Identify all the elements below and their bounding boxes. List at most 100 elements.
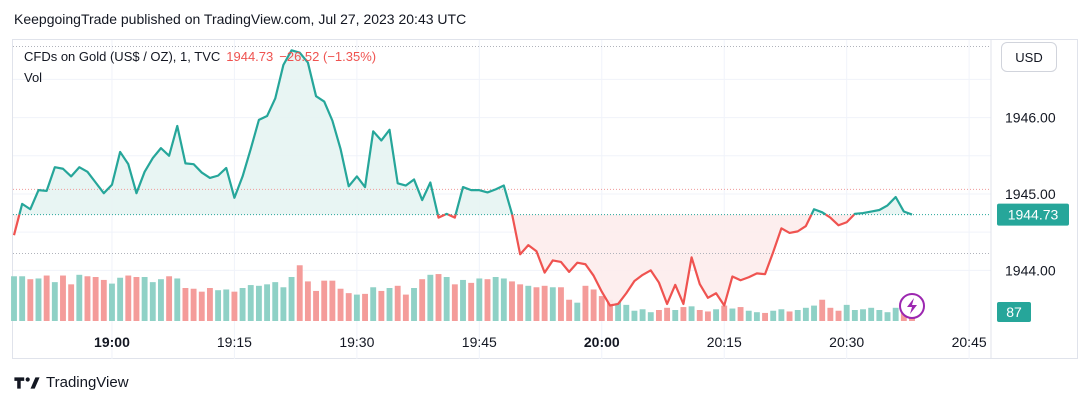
volume-bar: [688, 306, 695, 321]
volume-bar: [231, 291, 238, 321]
volume-bar: [386, 288, 393, 321]
volume-bar: [517, 284, 524, 321]
price-line-down: [511, 214, 813, 307]
volume-bar: [370, 287, 377, 321]
currency-button[interactable]: USD: [1001, 42, 1057, 72]
volume-bar: [566, 299, 573, 321]
footer-brand: TradingView: [14, 374, 129, 391]
publisher-line: KeepgoingTrade published on TradingView.…: [14, 11, 467, 27]
x-tick-label: 19:15: [217, 334, 252, 350]
volume-bar: [851, 310, 858, 321]
price-line-up: [444, 212, 449, 216]
volume-tag-label: 87: [1006, 304, 1022, 320]
volume-bar: [615, 301, 622, 321]
area-below-baseline: [512, 214, 812, 306]
volume-bar: [639, 309, 646, 321]
volume-bar: [264, 284, 271, 321]
volume-bar: [892, 307, 899, 321]
volume-bar: [696, 310, 703, 321]
volume-bar: [860, 309, 866, 321]
volume-bar: [500, 278, 507, 321]
price-line-down: [436, 213, 446, 219]
volume-bar: [680, 307, 687, 321]
volume-bar: [43, 275, 50, 321]
volume-bar: [394, 285, 401, 321]
volume-bar: [239, 288, 246, 321]
volume-bar: [476, 278, 483, 321]
volume-bar: [100, 279, 107, 321]
volume-bar: [582, 285, 589, 321]
volume-bar: [313, 290, 319, 321]
price-line-down: [12, 214, 21, 236]
volume-bar: [223, 289, 230, 321]
volume-bar: [549, 287, 556, 321]
volume-bar: [492, 277, 499, 321]
volume-bar: [590, 289, 597, 321]
volume-bar: [84, 276, 91, 321]
price-line-up: [454, 184, 514, 215]
volume-bar: [288, 277, 295, 321]
price-line-down: [825, 213, 855, 227]
volume-bar: [206, 288, 213, 321]
x-tick-label: 19:00: [94, 334, 130, 350]
brand-name: TradingView: [46, 374, 129, 391]
volume-bar: [76, 274, 83, 321]
area-above-baseline: [19, 50, 438, 215]
volume-bar: [345, 293, 352, 321]
volume-bar: [92, 277, 99, 321]
volume-bar: [868, 307, 875, 321]
legend-change: −26.52 (−1.35%): [279, 49, 377, 64]
chart-legend: CFDs on Gold (US$ / OZ), 1, TVC 1944.73 −2…: [24, 49, 376, 64]
volume-bar: [623, 304, 630, 321]
volume-bar: [35, 278, 42, 321]
volume-bar: [215, 290, 222, 321]
volume-bar: [558, 287, 564, 321]
volume-bar: [729, 308, 736, 321]
volume-bar: [296, 265, 303, 321]
x-tick-label: 19:45: [462, 334, 497, 350]
symbol-description: CFDs on Gold (US$ / OZ), 1, TVC: [24, 49, 221, 64]
volume-bar: [835, 310, 842, 321]
volume-bar: [574, 302, 581, 321]
volume-bar: [745, 310, 752, 321]
volume-bar: [60, 275, 66, 321]
volume-bar: [770, 310, 777, 321]
volume-bar: [117, 277, 124, 321]
area-below-baseline: [825, 214, 855, 226]
volume-bar: [419, 279, 426, 321]
volume-bar: [19, 276, 26, 321]
volume-bar: [525, 285, 532, 321]
volume-bar: [737, 307, 744, 321]
volume-bar: [11, 276, 17, 321]
x-tick-label: 20:15: [707, 334, 742, 350]
volume-bar: [460, 279, 466, 321]
lightning-bolt-icon: [907, 298, 917, 314]
volume-bar: [753, 312, 760, 321]
volume-bar: [280, 287, 287, 321]
volume-bar: [109, 283, 115, 321]
volume-bar: [362, 293, 368, 321]
volume-bar: [174, 278, 181, 321]
tradingview-logo-icon: [14, 376, 40, 389]
x-tick-label: 20:30: [829, 334, 864, 350]
volume-bar: [721, 305, 728, 321]
volume-bar: [125, 275, 132, 321]
x-tick-label: 20:45: [952, 334, 987, 350]
price-line-up: [853, 195, 913, 216]
volume-bar: [884, 312, 891, 321]
volume-bar: [762, 312, 768, 321]
volume-tag: [997, 302, 1031, 322]
volume-bar: [255, 285, 262, 321]
volume-bar: [427, 274, 434, 321]
y-tick-label: 1944.00: [1005, 262, 1056, 278]
legend-last-price: 1944.73: [226, 49, 274, 64]
volume-bar: [664, 307, 671, 321]
volume-bar: [647, 312, 654, 321]
price-line-up: [18, 49, 439, 215]
volume-bar: [778, 309, 785, 321]
volume-bar: [411, 288, 417, 321]
volume-bar: [876, 310, 883, 321]
x-tick-label: 20:00: [584, 334, 620, 350]
volume-bar: [51, 282, 58, 321]
